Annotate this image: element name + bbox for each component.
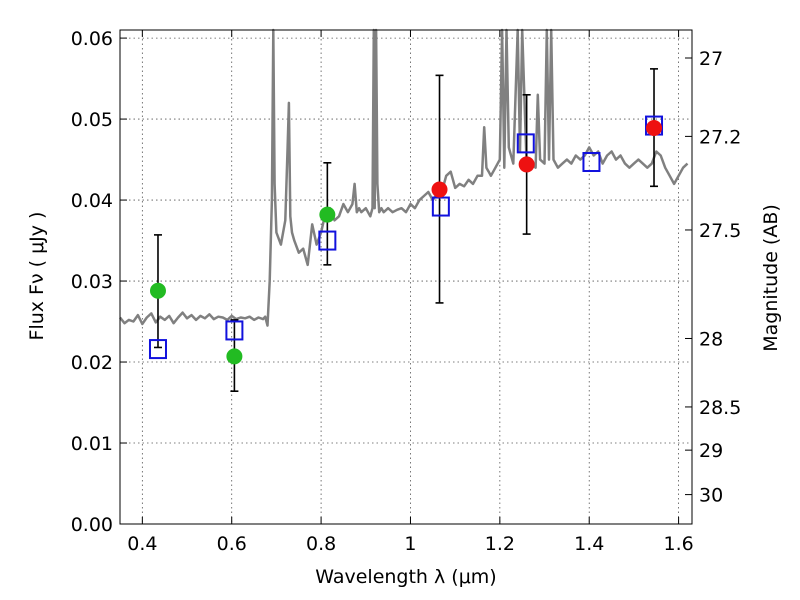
right-axis-title: Magnitude (AB) bbox=[760, 204, 782, 352]
photometry-circle-marker bbox=[646, 119, 663, 136]
x-tick-label: 1.4 bbox=[574, 533, 604, 555]
y-tick-label: 0.00 bbox=[71, 514, 113, 536]
right-tick-label: 28 bbox=[699, 328, 723, 350]
right-tick-label: 27 bbox=[699, 48, 723, 70]
right-tick-label: 30 bbox=[699, 485, 723, 507]
error-bars bbox=[153, 68, 659, 392]
y-tick-label: 0.01 bbox=[71, 433, 113, 455]
tick-labels: 0.4 0.6 0.8 1 1.2 1.4 1.6 0.00 0.01 0.02 0.03 0.04 0… bbox=[71, 28, 742, 555]
photometry-circle-marker bbox=[431, 181, 448, 198]
x-tick-label: 0.8 bbox=[306, 533, 336, 555]
photometry-circle-marker bbox=[226, 348, 243, 365]
model-square-marker bbox=[431, 196, 450, 217]
y-tick-label: 0.02 bbox=[71, 352, 113, 374]
x-axis-title: Wavelength λ (μm) bbox=[315, 566, 496, 588]
x-tick-label: 0.4 bbox=[127, 533, 157, 555]
right-tick-label: 29 bbox=[699, 440, 723, 462]
model-spectrum bbox=[119, 28, 689, 327]
x-tick-label: 0.6 bbox=[217, 533, 247, 555]
y-tick-label: 0.03 bbox=[71, 271, 113, 293]
y-axis-title: Flux Fν ( μJy ) bbox=[26, 212, 48, 341]
data-markers bbox=[148, 115, 664, 365]
x-tick-label: 1.6 bbox=[663, 533, 693, 555]
photometry-circle-marker bbox=[149, 282, 166, 299]
model-square-marker bbox=[148, 339, 167, 360]
y-tick-label: 0.04 bbox=[71, 190, 113, 212]
model-square-marker bbox=[318, 230, 337, 251]
y-tick-label: 0.05 bbox=[71, 109, 113, 131]
model-square-marker bbox=[582, 152, 601, 173]
model-square-marker bbox=[516, 133, 535, 154]
model-square-marker bbox=[225, 320, 244, 341]
right-tick-label: 28.5 bbox=[699, 397, 741, 419]
spectrum-line bbox=[119, 28, 689, 327]
x-tick-label: 1 bbox=[404, 533, 416, 555]
x-tick-label: 1.2 bbox=[485, 533, 515, 555]
right-tick-label: 27.5 bbox=[699, 220, 741, 242]
right-tick-label: 27.2 bbox=[699, 126, 741, 148]
plot-frame bbox=[119, 29, 693, 525]
photometry-circle-marker bbox=[518, 156, 535, 173]
grid-lines bbox=[120, 30, 692, 525]
photometry-circle-marker bbox=[319, 206, 336, 223]
y-tick-label: 0.06 bbox=[71, 28, 113, 50]
axis-ticks bbox=[120, 30, 692, 525]
